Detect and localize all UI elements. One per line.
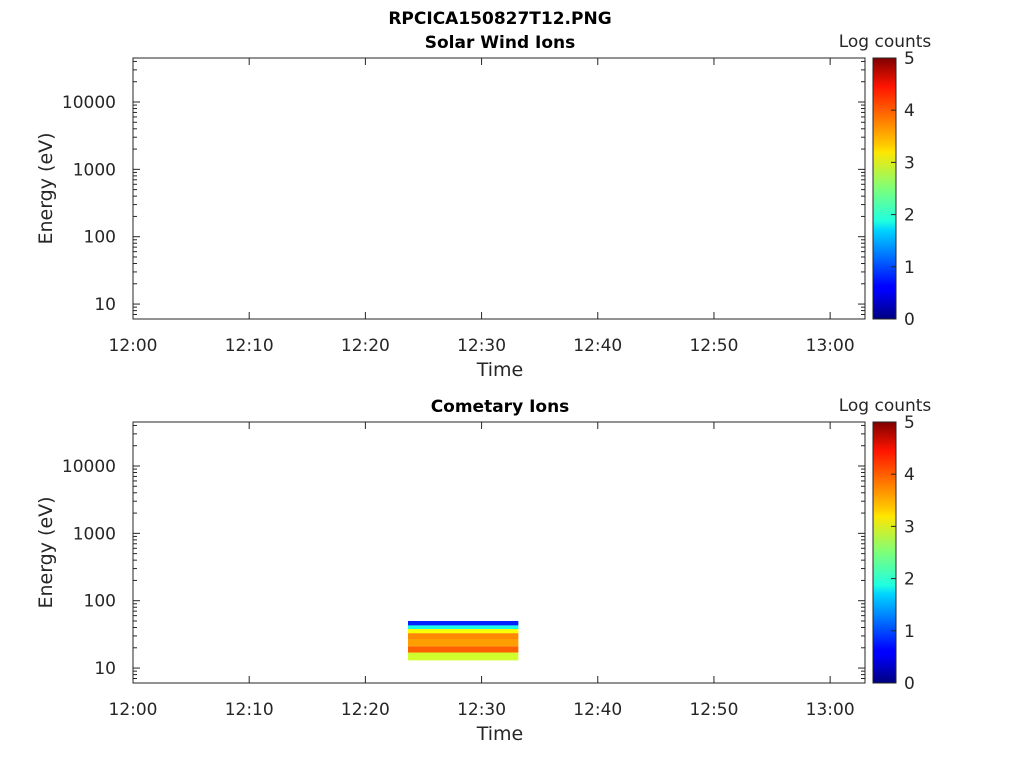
panel-1: Solar Wind Ions 12:00 12:10 12:20 12:30 12:40… [35,32,931,381]
x-axis-label: Time [476,723,524,745]
x-axis-label: Time [476,359,524,381]
x-tick-label: 12:20 [341,700,390,720]
axes-frame [132,421,866,684]
x-tick-label: 12:10 [225,336,274,356]
y-tick-label: 10000 [62,93,116,113]
colorbar-tick-label: 5 [904,413,915,433]
x-tick-label: 12:30 [457,700,506,720]
colorbar [872,421,897,684]
colorbar-tick-label: 0 [904,310,915,330]
y-tick-label: 100 [84,592,116,612]
x-tick-label: 12:50 [689,336,738,356]
heatmap-cell [407,629,519,634]
x-tick-label: 12:50 [689,700,738,720]
heatmap-cell [407,652,519,661]
panel-title: Cometary Ions [431,397,570,417]
colorbar-tick-label: 1 [904,622,915,642]
x-tick-label: 12:00 [109,336,158,356]
colorbar-tick-label: 4 [904,465,915,485]
colorbar-tick-label: 4 [904,101,915,121]
heatmap-cells [407,620,519,661]
panels: Solar Wind Ions 12:00 12:10 12:20 12:30 12:40… [35,32,931,745]
heatmap-cell [407,646,519,653]
y-tick-label: 1000 [73,524,116,544]
y-tick-label: 10000 [62,457,116,477]
x-tick-label: 13:00 [806,336,855,356]
colorbar-tick-label: 2 [904,206,915,226]
x-tick-label: 13:00 [806,700,855,720]
axes-frame [132,57,866,320]
x-tick-label: 12:10 [225,700,274,720]
y-axis-label: Energy (eV) [35,496,57,608]
y-tick-label: 10 [94,659,116,679]
figure-title: RPCICA150827T12.PNG [388,9,611,29]
x-tick-label: 12:20 [341,336,390,356]
y-tick-label: 10 [94,295,116,315]
colorbar [872,57,897,320]
x-tick-label: 12:40 [573,336,622,356]
heatmap-cell [407,620,519,626]
colorbar-tick-label: 5 [904,49,915,69]
colorbar-tick-label: 0 [904,674,915,694]
y-axis-label: Energy (eV) [35,132,57,244]
heatmap-cell [407,625,519,630]
colorbar-label: Log counts [839,396,932,416]
panel-title: Solar Wind Ions [425,33,576,53]
y-tick-label: 1000 [73,160,116,180]
colorbar-label: Log counts [839,32,932,52]
heatmap-cell [407,639,519,647]
x-tick-label: 12:40 [573,700,622,720]
colorbar-tick-label: 3 [904,517,915,537]
x-tick-label: 12:00 [109,700,158,720]
colorbar-tick-label: 1 [904,258,915,278]
colorbar-tick-label: 3 [904,153,915,173]
x-tick-label: 12:30 [457,336,506,356]
colorbar-tick-label: 2 [904,570,915,590]
heatmap-cell [407,633,519,640]
y-tick-label: 100 [84,228,116,248]
